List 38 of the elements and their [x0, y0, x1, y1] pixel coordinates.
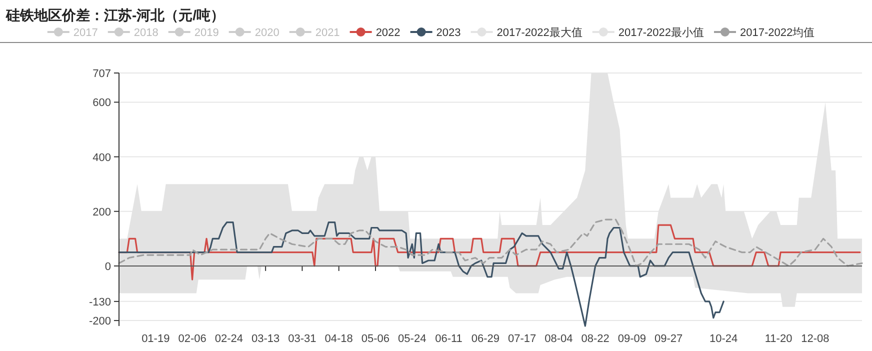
- x-tick-label: 03-31: [288, 333, 316, 345]
- y-tick-label: 707: [92, 68, 111, 80]
- x-tick-label: 07-17: [508, 333, 536, 345]
- x-tick-label: 09-27: [654, 333, 683, 345]
- x-tick-label: 02-06: [178, 333, 206, 345]
- x-tick-label: 05-24: [398, 333, 426, 345]
- y-tick-label: -130: [88, 296, 111, 308]
- x-tick-label: 05-06: [361, 333, 390, 345]
- x-tick-label: 04-18: [324, 333, 353, 345]
- x-tick-label: 01-19: [142, 333, 170, 345]
- x-tick-label: 06-29: [471, 333, 500, 345]
- legend-label: 2020: [254, 27, 280, 39]
- y-tick-label: -200: [88, 316, 111, 328]
- y-tick-label: 400: [92, 152, 111, 164]
- x-tick-label: 03-13: [251, 333, 280, 345]
- line-series: [118, 218, 863, 267]
- legend-label: 2019: [194, 27, 219, 39]
- x-tick-label: 09-09: [618, 333, 646, 345]
- x-tick-label: 02-24: [214, 333, 243, 345]
- chart-title: 硅铁地区价差：江苏-河北（元/吨）: [5, 7, 225, 23]
- x-tick-label: 08-04: [544, 333, 573, 345]
- line-series: [118, 221, 724, 327]
- legend-label: 2017: [73, 27, 98, 39]
- legend-label: 2017-2022最小值: [618, 26, 704, 39]
- x-tick-label: 06-11: [435, 333, 462, 345]
- legend-label: 2021: [315, 27, 340, 39]
- legend-label: 2017-2022最大值: [496, 26, 582, 39]
- x-tick-label: 12-08: [801, 333, 830, 345]
- legend-label: 2018: [134, 27, 158, 39]
- x-tick-label: 11-20: [764, 333, 792, 345]
- legend-label: 2022: [376, 27, 400, 39]
- y-tick-label: 200: [92, 206, 111, 218]
- y-tick-label: 0: [104, 260, 111, 273]
- x-tick-label: 10-24: [710, 333, 738, 345]
- x-tick-label: 08-22: [581, 333, 610, 345]
- y-tick-label: 600: [92, 97, 111, 110]
- legend-label: 2023: [436, 27, 461, 39]
- legend-label: 2017-2022均值: [740, 27, 815, 39]
